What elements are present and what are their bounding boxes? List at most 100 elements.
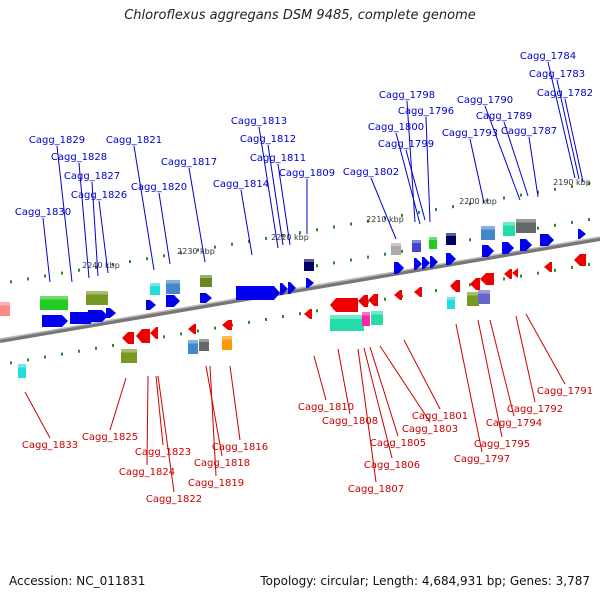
reverse-gene-label: Cagg_1794	[486, 418, 542, 429]
forward-gene-arrow	[306, 278, 314, 288]
reverse-gene-arrow	[394, 290, 402, 300]
forward-gene-label: Cagg_1811	[250, 153, 306, 164]
reverse-gene-leader	[379, 345, 431, 423]
forward-gene-label: Cagg_1793	[442, 128, 498, 139]
gene-block	[516, 219, 536, 233]
gene-block	[304, 259, 314, 271]
reverse-gene-leader	[515, 315, 536, 403]
reverse-gene-leader	[369, 346, 399, 437]
reverse-gene-label: Cagg_1823	[135, 447, 191, 458]
gene-block-shine	[503, 222, 515, 226]
forward-gene-leader	[395, 132, 421, 225]
reverse-gene-arrow	[330, 298, 358, 312]
forward-gene-leader	[370, 177, 397, 240]
gene-block-shine	[0, 302, 10, 306]
gene-block-shine	[429, 237, 437, 240]
gene-block	[446, 233, 456, 245]
forward-tick	[367, 219, 369, 223]
forward-gene-leader	[405, 149, 426, 221]
reverse-tick	[214, 326, 216, 330]
forward-gene-label: Cagg_1784	[520, 51, 576, 62]
forward-tick	[10, 280, 12, 284]
forward-tick	[180, 251, 182, 255]
forward-inner-tick	[384, 252, 386, 256]
forward-gene-leader	[469, 138, 485, 204]
forward-inner-tick	[316, 264, 318, 268]
forward-tick	[588, 182, 590, 186]
reverse-gene-arrow	[136, 329, 150, 343]
reverse-gene-label: Cagg_1818	[194, 458, 250, 469]
forward-gene-leader	[188, 167, 206, 263]
reverse-gene-arrow	[512, 268, 518, 278]
reverse-tick	[61, 352, 63, 356]
forward-gene-leader	[258, 126, 279, 249]
forward-gene-arrow	[446, 253, 456, 265]
gene-block	[371, 311, 383, 325]
gene-block-shine	[166, 280, 180, 284]
reverse-tick	[265, 317, 267, 321]
reverse-gene-leader	[155, 375, 164, 446]
reverse-gene-label: Cagg_1807	[348, 484, 404, 495]
gene-block-shine	[188, 340, 198, 344]
gene-block	[18, 364, 26, 378]
reverse-gene-arrow	[368, 294, 378, 306]
genome-backbone	[0, 237, 600, 343]
genome-title: Chloroflexus aggregans DSM 9485, complet…	[124, 8, 476, 23]
reverse-tick	[248, 320, 250, 324]
reverse-tick	[282, 315, 284, 319]
reverse-gene-leader	[477, 319, 503, 438]
forward-tick	[197, 248, 199, 252]
forward-gene-arrow	[540, 234, 554, 246]
reverse-tick	[520, 274, 522, 278]
reverse-gene-label: Cagg_1822	[146, 494, 202, 505]
genome-info-label: Topology: circular; Length: 4,684,931 bp…	[260, 574, 590, 588]
forward-gene-label: Cagg_1782	[537, 88, 593, 99]
gene-block-shine	[467, 292, 479, 296]
gene-block	[188, 340, 198, 354]
reverse-gene-label: Cagg_1806	[364, 460, 420, 471]
forward-gene-arrow	[502, 242, 514, 254]
gene-block-shine	[200, 275, 212, 278]
forward-inner-tick	[537, 226, 539, 230]
forward-inner-tick	[333, 261, 335, 265]
gene-block-shine	[412, 240, 421, 243]
scale-label: 2220 kbp	[271, 233, 309, 242]
forward-gene-label: Cagg_1828	[51, 152, 107, 163]
forward-gene-arrow	[88, 310, 108, 322]
reverse-gene-label: Cagg_1795	[474, 439, 530, 450]
reverse-gene-leader	[525, 313, 566, 385]
reverse-gene-label: Cagg_1805	[370, 438, 426, 449]
reverse-tick	[95, 346, 97, 350]
gene-block	[222, 336, 232, 350]
forward-gene-leader	[503, 121, 529, 197]
forward-gene-leader	[78, 162, 90, 279]
reverse-gene-leader	[229, 365, 241, 441]
gene-block	[391, 243, 401, 255]
forward-gene-arrow	[430, 256, 438, 268]
forward-gene-label: Cagg_1800	[368, 122, 424, 133]
gene-block	[503, 222, 515, 236]
reverse-gene-leader	[357, 348, 377, 483]
forward-gene-leader	[406, 100, 416, 223]
forward-gene-label: Cagg_1827	[64, 171, 120, 182]
reverse-gene-leader	[209, 365, 217, 477]
forward-gene-arrow	[520, 239, 532, 251]
reverse-gene-arrow	[574, 254, 586, 266]
reverse-gene-label: Cagg_1824	[119, 467, 175, 478]
forward-gene-label: Cagg_1830	[15, 207, 71, 218]
gene-block-shine	[371, 311, 383, 315]
gene-block-shine	[330, 315, 364, 319]
forward-gene-label: Cagg_1812	[240, 134, 296, 145]
gene-block-shine	[446, 233, 456, 236]
gene-block	[200, 275, 212, 287]
forward-tick	[418, 210, 420, 214]
forward-tick	[469, 202, 471, 206]
forward-gene-label: Cagg_1820	[131, 182, 187, 193]
reverse-gene-label: Cagg_1797	[454, 454, 510, 465]
reverse-gene-arrow	[450, 280, 460, 292]
forward-tick	[350, 222, 352, 226]
forward-tick	[452, 205, 454, 209]
forward-gene-label: Cagg_1821	[106, 135, 162, 146]
gene-block-shine	[304, 259, 314, 262]
forward-gene-label: Cagg_1790	[457, 95, 513, 106]
